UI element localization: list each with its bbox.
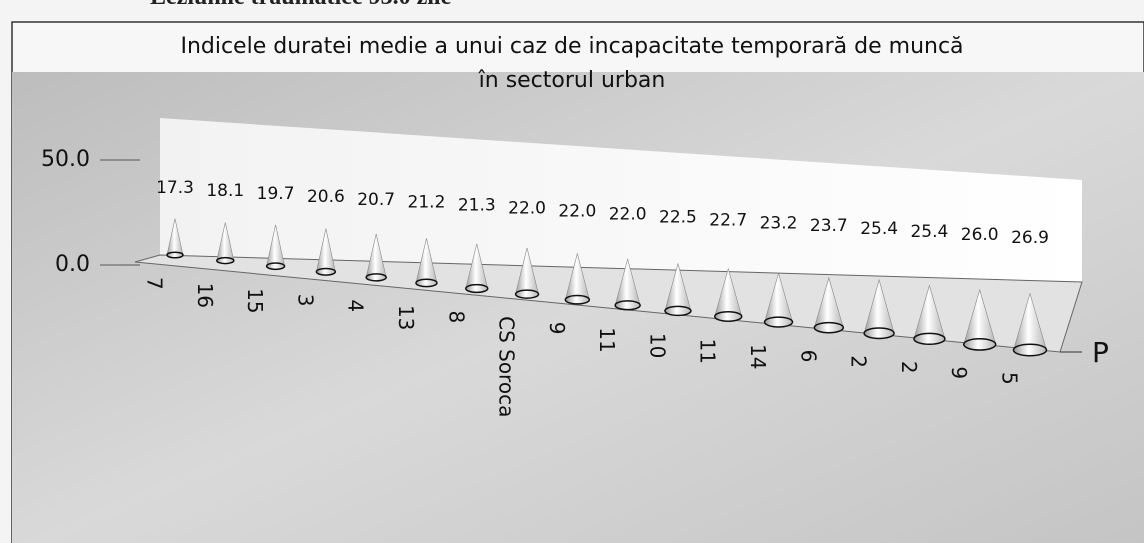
cone-base (614, 300, 641, 311)
cone-base (863, 327, 895, 340)
x-tick-label: 6 (796, 350, 820, 363)
x-tick-label: 2 (897, 361, 921, 374)
value-label: 18.1 (206, 181, 244, 201)
x-tick-label: 7 (143, 277, 167, 290)
x-tick-label: 10 (645, 333, 669, 358)
cone-base (365, 273, 387, 282)
chart-title: Indicele duratei medie a unui caz de inc… (180, 34, 964, 93)
value-label: 22.7 (709, 210, 747, 230)
value-label: 26.9 (1011, 228, 1049, 248)
value-label: 22.0 (558, 202, 596, 222)
cone-base (265, 262, 286, 271)
x-tick-label: 11 (595, 327, 619, 352)
value-label: 22.0 (609, 204, 647, 224)
value-label: 20.6 (307, 187, 345, 207)
cone-base (664, 305, 692, 317)
x-tick-label: 9 (947, 366, 971, 379)
cone-base (564, 294, 591, 305)
x-tick-label: CS Soroca (495, 316, 519, 417)
cone-base (763, 316, 794, 328)
x-tick-label: 15 (243, 288, 267, 313)
value-label: 21.2 (408, 193, 446, 213)
x-tick-label: 3 (293, 294, 317, 307)
value-label: 19.7 (257, 184, 295, 204)
x-tick-label: 13 (394, 305, 418, 330)
x-tick-label: 11 (696, 338, 720, 363)
value-label: 25.4 (860, 219, 898, 239)
value-label: 22.5 (659, 207, 697, 227)
cone-base (913, 332, 946, 345)
value-label: 23.7 (810, 216, 848, 236)
x-tick-label: 8 (444, 311, 468, 324)
cone-base (415, 278, 438, 288)
value-label: 21.3 (458, 196, 496, 216)
value-label: 22.0 (508, 199, 546, 219)
value-label: 23.2 (760, 213, 798, 233)
header-text: Leziunile traumatice 93.0 zile (150, 0, 451, 11)
cone-base (216, 256, 235, 265)
cone-base (465, 283, 489, 294)
x-tick-label: 5 (998, 372, 1022, 385)
value-label: 17.3 (156, 178, 194, 198)
x-tick-label: 4 (344, 299, 368, 312)
cone-base (962, 338, 997, 351)
y-tick-label: 0.0 (55, 252, 90, 277)
cone-base (514, 289, 540, 299)
value-label: 26.0 (961, 225, 999, 245)
x-tick-label: 14 (746, 344, 770, 369)
cone-base (315, 267, 337, 276)
value-label: 25.4 (910, 222, 948, 242)
cone-base (713, 310, 743, 322)
cone-base (813, 321, 845, 334)
depth-axis-label: P (1092, 336, 1109, 369)
x-tick-label: 16 (193, 283, 217, 308)
x-tick-label: 9 (545, 322, 569, 335)
x-tick-label: 2 (847, 355, 871, 368)
cone-base (1012, 343, 1048, 357)
value-label: 20.7 (357, 190, 395, 210)
y-tick-label: 50.0 (41, 147, 90, 172)
cone-base (166, 251, 184, 259)
back-wall (160, 118, 1082, 282)
